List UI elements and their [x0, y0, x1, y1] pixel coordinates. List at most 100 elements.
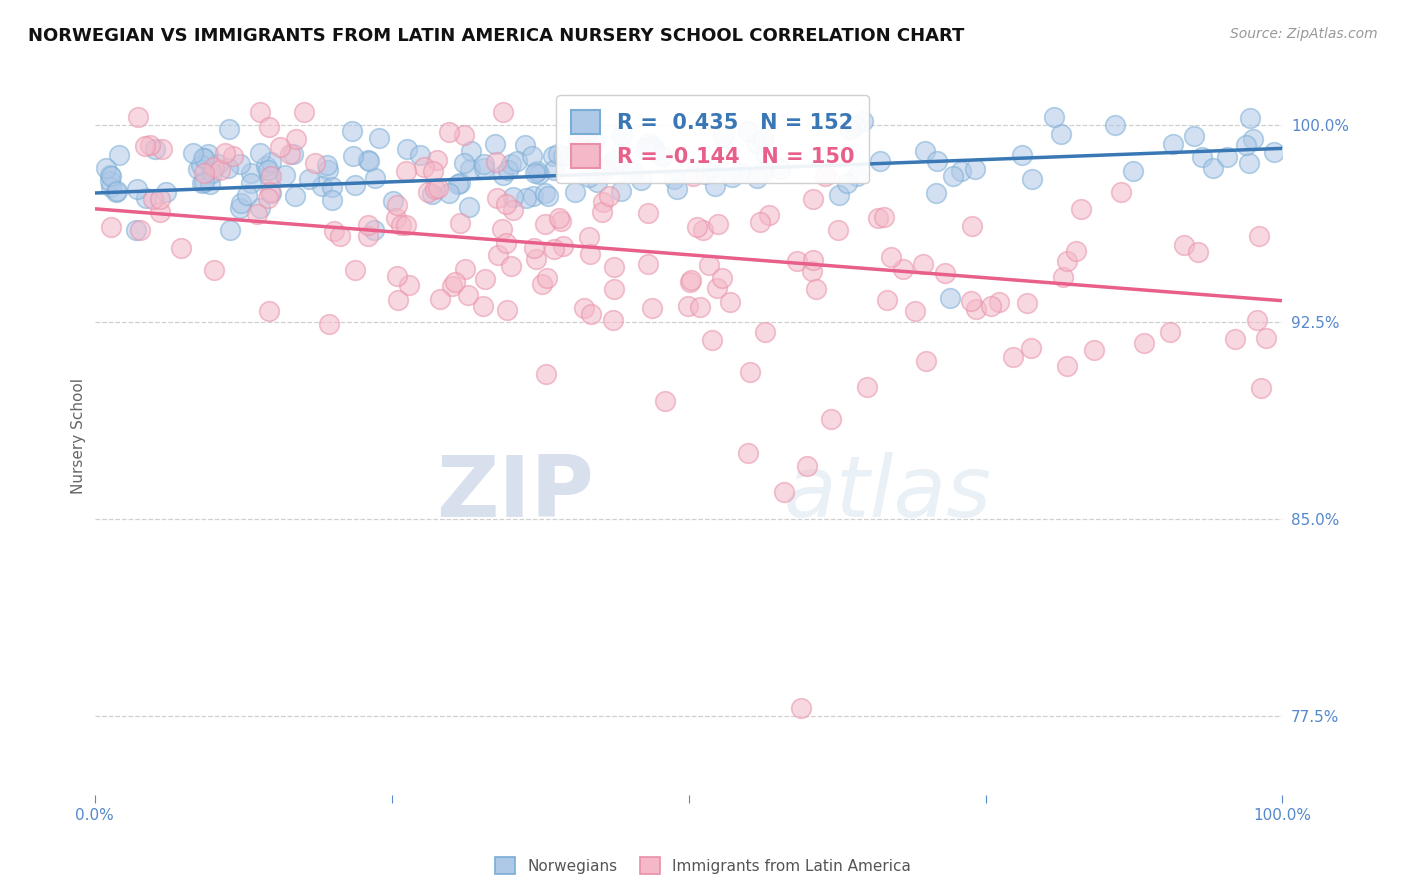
Point	[543, 242, 565, 256]
Point	[284, 132, 307, 146]
Point	[801, 253, 824, 268]
Point	[274, 169, 297, 183]
Point	[852, 114, 875, 128]
Point	[949, 163, 972, 178]
Point	[914, 144, 936, 158]
Point	[496, 303, 519, 318]
Point	[357, 218, 380, 232]
Point	[692, 223, 714, 237]
Point	[207, 157, 229, 171]
Text: Source: ZipAtlas.com: Source: ZipAtlas.com	[1230, 27, 1378, 41]
Point	[526, 163, 548, 178]
Point	[499, 157, 522, 171]
Point	[942, 169, 965, 184]
Point	[603, 153, 626, 167]
Point	[197, 147, 219, 161]
Point	[1132, 336, 1154, 351]
Point	[149, 192, 172, 206]
Point	[529, 167, 551, 181]
Point	[637, 206, 659, 220]
Point	[416, 185, 439, 199]
Point	[654, 393, 676, 408]
Point	[98, 174, 121, 188]
Point	[1104, 118, 1126, 132]
Point	[524, 252, 547, 266]
Point	[1187, 245, 1209, 260]
Point	[1182, 129, 1205, 144]
Point	[711, 271, 734, 285]
Point	[534, 218, 557, 232]
Point	[321, 180, 343, 194]
Point	[800, 264, 823, 278]
Point	[222, 149, 245, 163]
Point	[502, 202, 524, 217]
Point	[796, 459, 818, 474]
Point	[381, 194, 404, 208]
Point	[193, 151, 215, 165]
Point	[342, 149, 364, 163]
Point	[387, 293, 409, 308]
Point	[689, 300, 711, 314]
Point	[707, 217, 730, 231]
Point	[474, 271, 496, 285]
Point	[599, 156, 621, 170]
Point	[513, 137, 536, 152]
Point	[643, 144, 665, 158]
Point	[641, 301, 664, 315]
Point	[257, 191, 280, 205]
Point	[134, 139, 156, 153]
Point	[491, 104, 513, 119]
Point	[214, 145, 236, 160]
Point	[745, 136, 768, 151]
Point	[472, 299, 495, 313]
Point	[522, 189, 544, 203]
Point	[737, 446, 759, 460]
Point	[472, 161, 495, 175]
Point	[208, 162, 231, 177]
Point	[228, 202, 250, 216]
Point	[457, 287, 479, 301]
Point	[536, 270, 558, 285]
Point	[1241, 132, 1264, 146]
Point	[187, 162, 209, 177]
Point	[576, 125, 599, 139]
Point	[201, 166, 224, 180]
Point	[572, 301, 595, 315]
Point	[502, 189, 524, 203]
Point	[1191, 150, 1213, 164]
Point	[640, 139, 662, 153]
Point	[718, 294, 741, 309]
Point	[679, 275, 702, 289]
Point	[125, 223, 148, 237]
Point	[143, 142, 166, 156]
Point	[363, 223, 385, 237]
Point	[170, 242, 193, 256]
Point	[1159, 326, 1181, 340]
Point	[567, 139, 589, 153]
Point	[318, 163, 340, 178]
Point	[620, 165, 643, 179]
Point	[1064, 244, 1087, 258]
Point	[960, 219, 983, 234]
Point	[249, 145, 271, 160]
Point	[204, 263, 226, 277]
Point	[193, 175, 215, 189]
Point	[801, 192, 824, 206]
Point	[394, 164, 416, 178]
Point	[814, 169, 837, 183]
Point	[260, 155, 283, 169]
Point	[458, 162, 481, 177]
Point	[959, 294, 981, 309]
Point	[515, 191, 537, 205]
Point	[703, 178, 725, 193]
Point	[915, 354, 938, 368]
Point	[1001, 351, 1024, 365]
Point	[385, 198, 408, 212]
Point	[486, 248, 509, 262]
Point	[340, 124, 363, 138]
Point	[367, 131, 389, 145]
Point	[245, 207, 267, 221]
Point	[484, 137, 506, 152]
Point	[284, 189, 307, 203]
Point	[700, 161, 723, 175]
